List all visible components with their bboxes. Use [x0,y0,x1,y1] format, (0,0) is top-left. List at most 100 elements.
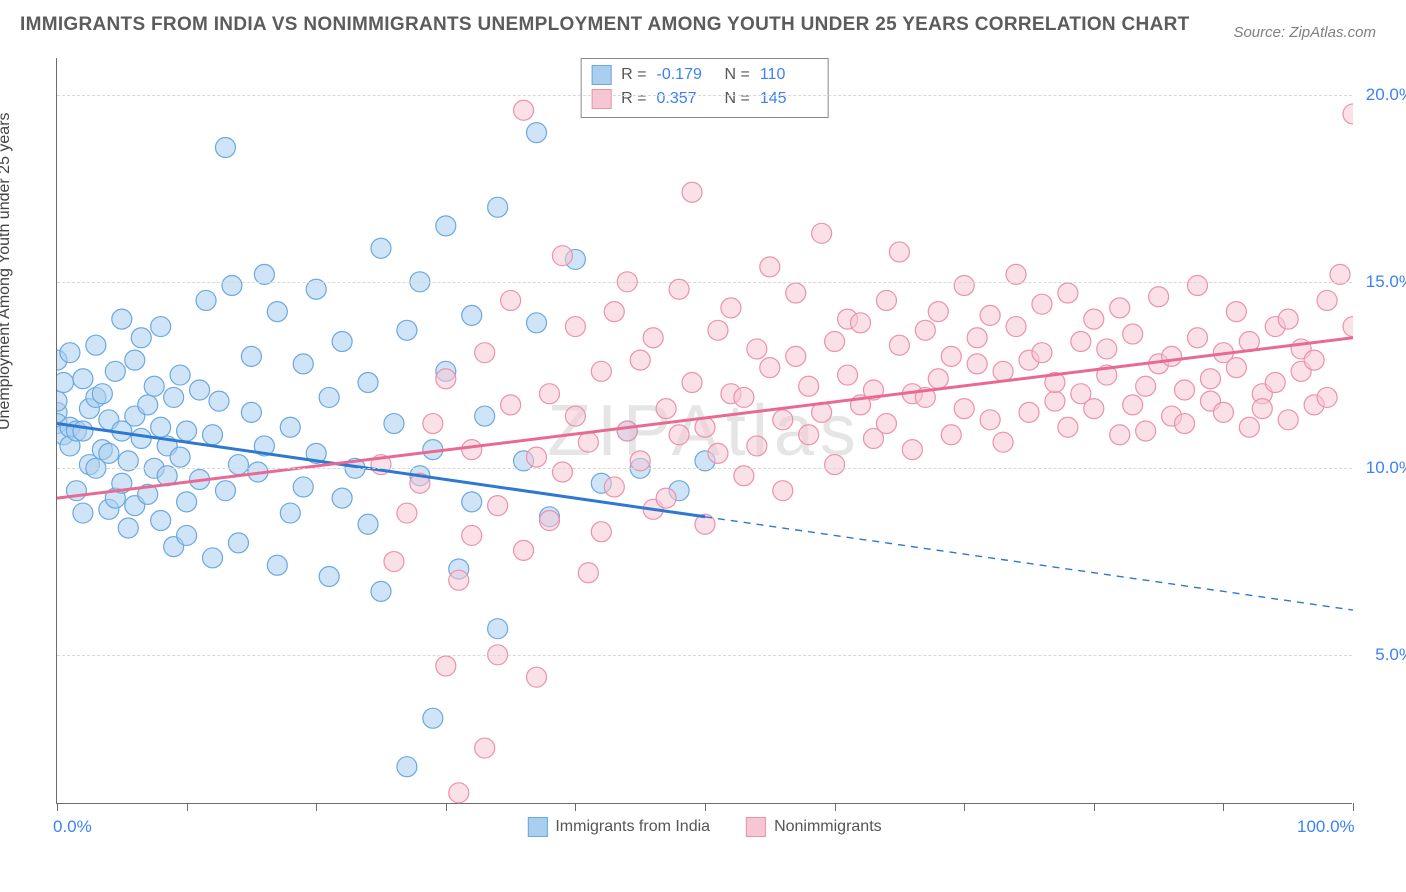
data-point [928,302,948,322]
data-point [131,328,151,348]
data-point [436,216,456,236]
xtick [835,803,836,811]
data-point [773,410,793,430]
data-point [954,276,974,296]
data-point [215,138,235,158]
data-point [475,343,495,363]
data-point [462,525,482,545]
stat-value-n: 145 [760,87,818,111]
data-point [1084,309,1104,329]
data-point [1045,391,1065,411]
bottom-legend: Immigrants from IndiaNonimmigrants [527,817,881,837]
data-point [397,320,417,340]
data-point [436,369,456,389]
y-axis-label: Unemployment Among Youth under 25 years [0,112,14,430]
data-point [131,428,151,448]
data-point [851,313,871,333]
stat-legend-row: R =-0.179N =110 [591,63,818,87]
data-point [669,425,689,445]
stat-label-n: N = [725,87,750,111]
data-point [786,346,806,366]
data-point [228,455,248,475]
data-point [60,343,80,363]
chart-source: Source: ZipAtlas.com [1233,24,1376,41]
data-point [838,365,858,385]
xtick-label: 100.0% [1297,817,1355,837]
ytick-label: 10.0% [1366,458,1406,478]
data-point [384,414,404,434]
data-point [209,391,229,411]
xtick [187,803,188,811]
data-point [1136,421,1156,441]
plot-area: ZIPAtlas R =-0.179N =110R =0.357N =145 I… [56,58,1352,804]
data-point [1226,302,1246,322]
data-point [565,406,585,426]
data-point [708,320,728,340]
stat-value-r: 0.357 [657,87,715,111]
data-point [941,425,961,445]
data-point [656,488,676,508]
data-point [1200,369,1220,389]
data-point [1110,425,1130,445]
data-point [876,290,896,310]
data-point [332,331,352,351]
data-point [190,380,210,400]
data-point [760,358,780,378]
data-point [280,417,300,437]
xtick [705,803,706,811]
data-point [177,421,197,441]
data-point [617,421,637,441]
data-point [514,540,534,560]
data-point [889,335,909,355]
xtick [1094,803,1095,811]
data-point [501,290,521,310]
bottom-legend-item: Nonimmigrants [746,817,882,837]
data-point [1084,399,1104,419]
data-point [1304,350,1324,370]
data-point [151,511,171,531]
data-point [86,335,106,355]
data-point [1187,276,1207,296]
data-point [371,581,391,601]
data-point [125,350,145,370]
data-point [1149,287,1169,307]
data-point [1136,376,1156,396]
data-point [475,738,495,758]
xtick [316,803,317,811]
chart-svg [57,58,1353,804]
data-point [527,447,547,467]
xtick [446,803,447,811]
data-point [177,525,197,545]
data-point [552,462,572,482]
data-point [682,373,702,393]
xtick [1223,803,1224,811]
data-point [293,354,313,374]
data-point [630,350,650,370]
data-point [449,570,469,590]
data-point [825,331,845,351]
data-point [1239,417,1259,437]
data-point [73,503,93,523]
data-point [1123,324,1143,344]
data-point [462,440,482,460]
data-point [1032,294,1052,314]
data-point [980,410,1000,430]
data-point [222,276,242,296]
data-point [488,496,508,516]
data-point [539,511,559,531]
data-point [215,481,235,501]
chart-title: IMMIGRANTS FROM INDIA VS NONIMMIGRANTS U… [20,14,1190,36]
data-point [1123,395,1143,415]
legend-swatch [527,817,547,837]
data-point [462,305,482,325]
data-point [527,313,547,333]
xtick [575,803,576,811]
data-point [1110,298,1130,318]
data-point [196,290,216,310]
data-point [527,667,547,687]
data-point [954,399,974,419]
data-point [604,302,624,322]
data-point [773,481,793,501]
stat-label-r: R = [621,87,646,111]
data-point [682,182,702,202]
